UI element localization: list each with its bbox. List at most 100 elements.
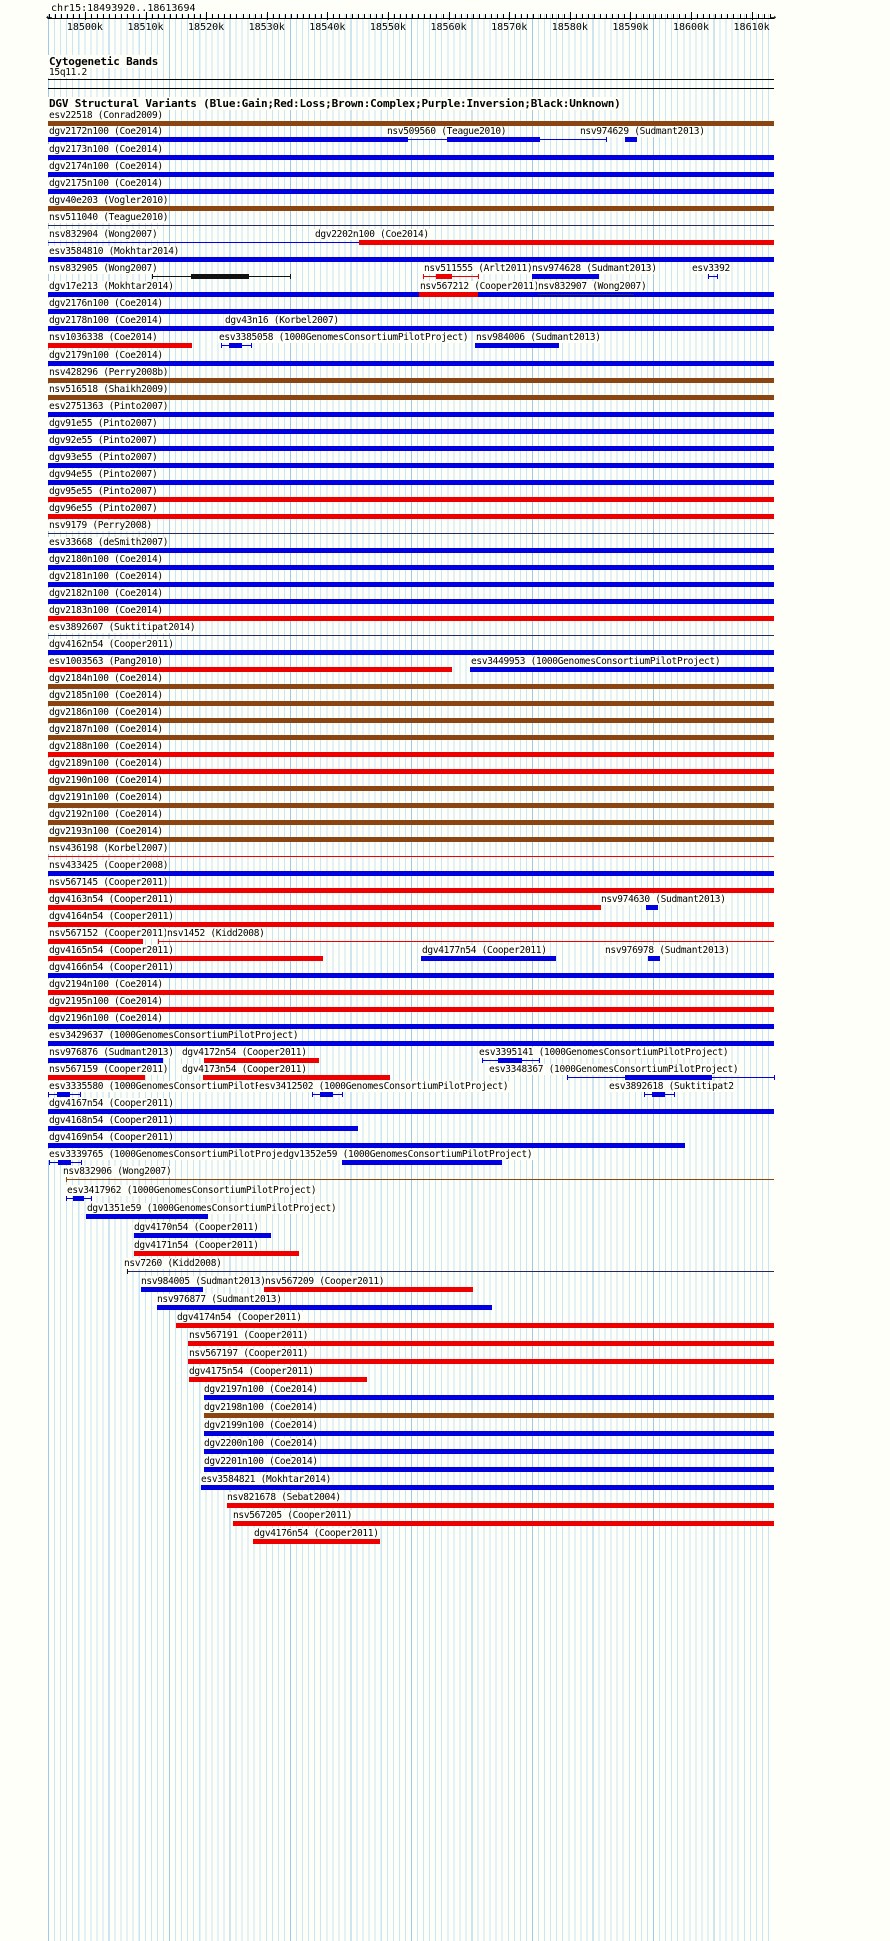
variant-label[interactable]: dgv1352e59 (1000GenomesConsortiumPilotPr… bbox=[282, 1149, 534, 1160]
variant-label[interactable]: esv3385058 (1000GenomesConsortiumPilotPr… bbox=[218, 332, 470, 343]
variant-bar[interactable] bbox=[48, 257, 774, 262]
variant-label[interactable]: dgv2181n100 (Coe2014) bbox=[48, 571, 164, 582]
variant-label[interactable]: nsv832904 (Wong2007) bbox=[48, 229, 159, 240]
variant-bar[interactable] bbox=[203, 1075, 390, 1080]
variant-bar[interactable] bbox=[48, 837, 774, 842]
variant-core-block[interactable] bbox=[320, 1092, 333, 1097]
variant-bar[interactable] bbox=[48, 684, 774, 689]
variant-bar[interactable] bbox=[48, 973, 774, 978]
variant-label[interactable]: nsv1452 (Kidd2008) bbox=[166, 928, 266, 939]
variant-core-block[interactable] bbox=[190, 274, 249, 279]
variant-label[interactable]: dgv2176n100 (Coe2014) bbox=[48, 298, 164, 309]
variant-core-block[interactable] bbox=[497, 1058, 522, 1063]
variant-label[interactable]: esv3429637 (1000GenomesConsortiumPilotPr… bbox=[48, 1030, 300, 1041]
variant-label[interactable]: dgv4169n54 (Cooper2011) bbox=[48, 1132, 175, 1143]
variant-label[interactable]: nsv832906 (Wong2007) bbox=[62, 1166, 173, 1177]
variant-bar[interactable] bbox=[48, 309, 774, 314]
variant-bar[interactable] bbox=[48, 395, 774, 400]
variant-bar[interactable] bbox=[48, 803, 774, 808]
variant-core-block[interactable] bbox=[73, 1196, 84, 1201]
variant-bar[interactable] bbox=[48, 292, 774, 297]
variant-label[interactable]: esv3335580 (1000GenomesConsortiumPilotPr… bbox=[48, 1081, 300, 1092]
variant-bar[interactable] bbox=[48, 343, 192, 348]
variant-bar[interactable] bbox=[48, 565, 774, 570]
variant-bar[interactable] bbox=[48, 616, 774, 621]
variant-label[interactable]: dgv92e55 (Pinto2007) bbox=[48, 435, 159, 446]
variant-label[interactable]: esv33668 (deSmith2007) bbox=[48, 537, 170, 548]
variant-label[interactable]: dgv2187n100 (Coe2014) bbox=[48, 724, 164, 735]
variant-label[interactable]: nsv567145 (Cooper2011) bbox=[48, 877, 170, 888]
variant-thin-line[interactable] bbox=[48, 635, 774, 636]
variant-label[interactable]: dgv4172n54 (Cooper2011) bbox=[181, 1047, 308, 1058]
ruler-right-arrow-icon[interactable]: → bbox=[770, 12, 777, 23]
variant-bar[interactable] bbox=[48, 990, 774, 995]
variant-bar[interactable] bbox=[134, 1233, 271, 1238]
variant-bar[interactable] bbox=[48, 1109, 774, 1114]
variant-label[interactable]: nsv567212 (Cooper2011) bbox=[419, 281, 541, 292]
variant-label[interactable]: nsv511555 (Arlt2011) bbox=[423, 263, 534, 274]
variant-label[interactable]: dgv2172n100 (Coe2014) bbox=[48, 126, 164, 137]
variant-label[interactable]: nsv821678 (Sebat2004) bbox=[226, 1492, 342, 1503]
variant-label[interactable]: dgv2193n100 (Coe2014) bbox=[48, 826, 164, 837]
variant-label[interactable]: dgv4168n54 (Cooper2011) bbox=[48, 1115, 175, 1126]
variant-label[interactable]: dgv2199n100 (Coe2014) bbox=[203, 1420, 319, 1431]
variant-label[interactable]: dgv2182n100 (Coe2014) bbox=[48, 588, 164, 599]
variant-thin-line[interactable] bbox=[48, 225, 774, 226]
variant-label[interactable]: nsv567205 (Cooper2011) bbox=[232, 1510, 354, 1521]
variant-label[interactable]: dgv4177n54 (Cooper2011) bbox=[421, 945, 548, 956]
variant-label[interactable]: dgv4171n54 (Cooper2011) bbox=[133, 1240, 260, 1251]
variant-label[interactable]: nsv433425 (Cooper2008) bbox=[48, 860, 170, 871]
variant-core-block[interactable] bbox=[652, 1092, 665, 1097]
variant-bar[interactable] bbox=[48, 701, 774, 706]
variant-bar[interactable] bbox=[134, 1251, 299, 1256]
variant-bar[interactable] bbox=[48, 137, 408, 142]
variant-bar[interactable] bbox=[48, 378, 774, 383]
variant-label[interactable]: nsv974629 (Sudmant2013) bbox=[579, 126, 706, 137]
variant-bar[interactable] bbox=[342, 1160, 502, 1165]
variant-label[interactable]: nsv436198 (Korbel2007) bbox=[48, 843, 170, 854]
variant-label[interactable]: nsv428296 (Perry2008b) bbox=[48, 367, 170, 378]
variant-label[interactable]: dgv2197n100 (Coe2014) bbox=[203, 1384, 319, 1395]
variant-label[interactable]: dgv2175n100 (Coe2014) bbox=[48, 178, 164, 189]
variant-label[interactable]: dgv1351e59 (1000GenomesConsortiumPilotPr… bbox=[86, 1203, 338, 1214]
variant-bar[interactable] bbox=[204, 1058, 319, 1063]
variant-bar[interactable] bbox=[48, 1075, 145, 1080]
variant-bar[interactable] bbox=[48, 497, 774, 502]
variant-label[interactable]: esv3584821 (Mokhtar2014) bbox=[200, 1474, 333, 1485]
variant-label[interactable]: esv3348367 (1000GenomesConsortiumPilotPr… bbox=[488, 1064, 740, 1075]
variant-label[interactable]: nsv974628 (Sudmant2013) bbox=[531, 263, 658, 274]
variant-bar[interactable] bbox=[48, 1126, 358, 1131]
variant-label[interactable]: nsv832907 (Wong2007) bbox=[537, 281, 648, 292]
variant-bar[interactable] bbox=[48, 463, 774, 468]
variant-bar[interactable] bbox=[421, 956, 556, 961]
variant-bar[interactable] bbox=[475, 343, 559, 348]
variant-bar[interactable] bbox=[204, 1467, 774, 1472]
variant-thin-line[interactable] bbox=[48, 533, 774, 534]
variant-label[interactable]: dgv94e55 (Pinto2007) bbox=[48, 469, 159, 480]
variant-label[interactable]: nsv9179 (Perry2008) bbox=[48, 520, 153, 531]
variant-label[interactable]: nsv567209 (Cooper2011) bbox=[264, 1276, 386, 1287]
variant-label[interactable]: dgv2201n100 (Coe2014) bbox=[203, 1456, 319, 1467]
variant-label[interactable]: dgv2196n100 (Coe2014) bbox=[48, 1013, 164, 1024]
variant-bar[interactable] bbox=[48, 189, 774, 194]
variant-bar[interactable] bbox=[204, 1395, 774, 1400]
variant-label[interactable]: dgv2173n100 (Coe2014) bbox=[48, 144, 164, 155]
variant-label[interactable]: nsv516518 (Shaikh2009) bbox=[48, 384, 170, 395]
variant-label[interactable]: esv22518 (Conrad2009) bbox=[48, 110, 164, 121]
variant-bar[interactable] bbox=[470, 667, 774, 672]
variant-label[interactable]: dgv2192n100 (Coe2014) bbox=[48, 809, 164, 820]
variant-bar[interactable] bbox=[48, 206, 774, 211]
variant-bar[interactable] bbox=[48, 1024, 774, 1029]
variant-bar[interactable] bbox=[48, 752, 774, 757]
variant-label[interactable]: dgv4164n54 (Cooper2011) bbox=[48, 911, 175, 922]
variant-label[interactable]: dgv2194n100 (Coe2014) bbox=[48, 979, 164, 990]
variant-label[interactable]: dgv2198n100 (Coe2014) bbox=[203, 1402, 319, 1413]
variant-bar[interactable] bbox=[48, 939, 143, 944]
variant-thin-line[interactable] bbox=[158, 941, 774, 942]
variant-label[interactable]: nsv984006 (Sudmant2013) bbox=[475, 332, 602, 343]
variant-bar[interactable] bbox=[48, 480, 774, 485]
variant-label[interactable]: esv3892607 (Suktitipat2014) bbox=[48, 622, 197, 633]
variant-label[interactable]: esv3892618 (Suktitipat2 bbox=[608, 1081, 735, 1092]
variant-bar[interactable] bbox=[48, 718, 774, 723]
variant-label[interactable]: dgv96e55 (Pinto2007) bbox=[48, 503, 159, 514]
